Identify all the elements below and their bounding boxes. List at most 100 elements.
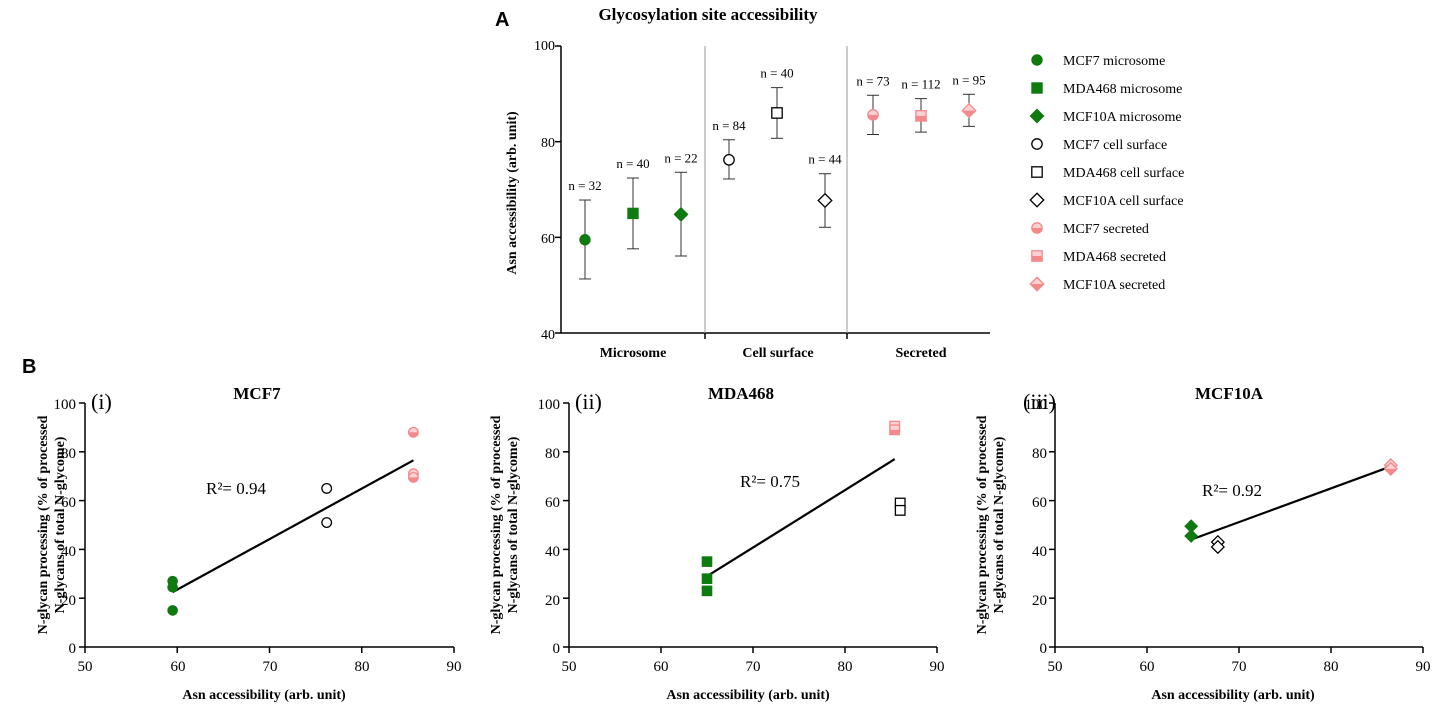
subpanel-i-ylabel-line1: N-glycan processing (% of processed xyxy=(36,415,51,634)
marker-bottom-half xyxy=(915,115,927,122)
subpanel-ii-ytick-label: 60 xyxy=(545,495,560,511)
data-point-diamond xyxy=(1184,529,1199,543)
subpanel-i-xtick-label: 70 xyxy=(263,659,278,675)
panel-a-n-label: n = 44 xyxy=(808,152,842,167)
data-point-diamond xyxy=(1210,539,1225,555)
subpanel-ii-ytick-label: 40 xyxy=(545,544,560,560)
legend-label: MCF10A secreted xyxy=(1063,278,1165,293)
fit-line xyxy=(172,459,414,594)
subpanel-i-xtick-label: 90 xyxy=(447,659,462,675)
panel-a-category-label: Cell surface xyxy=(742,346,813,361)
subpanel-iii-ytick-label: 20 xyxy=(1032,593,1047,609)
legend-marker-square xyxy=(1031,250,1043,262)
subpanel-i-xtick-label: 50 xyxy=(78,659,93,675)
mean-marker-circle xyxy=(867,109,879,121)
subpanel-i-xtick-label: 60 xyxy=(171,659,186,675)
legend-label: MCF10A cell surface xyxy=(1063,194,1184,209)
data-point-circle xyxy=(167,581,178,593)
subpanel-i-ytick-label: 20 xyxy=(61,593,76,609)
subpanel-iii-xtick-label: 50 xyxy=(1048,659,1063,675)
mean-marker-circle xyxy=(579,234,591,246)
subpanel-ii-xtick-label: 70 xyxy=(746,659,761,675)
legend-marker-circle xyxy=(1031,138,1043,150)
legend-label: MDA468 microsome xyxy=(1063,82,1182,97)
legend-label: MCF7 microsome xyxy=(1063,54,1165,69)
subpanel-iii-ytick-label: 60 xyxy=(1032,495,1047,511)
data-point-diamond xyxy=(1383,461,1398,477)
subpanel-ii-title: MDA468 xyxy=(708,384,774,403)
panel-a-ylabel: Asn accessibility (arb. unit) xyxy=(505,111,520,275)
subpanel-iii-ytick-label: 0 xyxy=(1040,641,1048,657)
marker-bottom-half xyxy=(962,110,976,118)
legend-label: MDA468 secreted xyxy=(1063,250,1166,265)
panel-a-n-label: n = 112 xyxy=(901,77,940,92)
legend-marker-diamond xyxy=(1029,276,1045,292)
panel-a-n-label: n = 84 xyxy=(712,118,746,133)
panel-a-n-label: n = 40 xyxy=(760,66,793,81)
subpanel-i-label: (i) xyxy=(91,389,112,414)
subpanel-ii-xtick-label: 60 xyxy=(654,659,669,675)
data-point-circle xyxy=(407,471,419,483)
subpanel-ii-ytick-label: 80 xyxy=(545,446,560,462)
panel-a-n-label: n = 22 xyxy=(664,150,697,165)
data-point-circle xyxy=(407,426,419,438)
subpanel-iii-ytick-label: 80 xyxy=(1032,446,1047,462)
subpanel-ii-ytick-label: 20 xyxy=(545,593,560,609)
data-point-square xyxy=(889,424,901,436)
subpanel-ii-r2: R²= 0.75 xyxy=(740,472,800,491)
mean-marker-diamond xyxy=(961,102,977,119)
subpanel-ii-xtick-label: 80 xyxy=(838,659,853,675)
marker-bottom-half xyxy=(889,429,900,435)
subpanel-i-r2: R²= 0.94 xyxy=(206,479,267,498)
subpanel-i-title: MCF7 xyxy=(233,384,281,403)
mean-marker-square xyxy=(627,207,639,220)
marker-outline xyxy=(407,426,419,438)
subpanel-iii-ylabel-line1: N-glycan processing (% of processed xyxy=(975,415,990,634)
subpanel-i-xlabel: Asn accessibility (arb. unit) xyxy=(182,688,346,703)
chart-marks xyxy=(79,45,1424,653)
subpanel-i-ytick-label: 100 xyxy=(54,397,77,413)
subpanel-ii-label: (ii) xyxy=(575,389,602,414)
panel-a-n-label: n = 40 xyxy=(616,156,649,171)
subpanel-ii-xlabel: Asn accessibility (arb. unit) xyxy=(666,688,830,703)
subpanel-iii-xtick-label: 80 xyxy=(1324,659,1339,675)
subpanel-ii-ylabel-line2: N-glycans of total N-glycome) xyxy=(506,436,521,613)
mean-marker-diamond xyxy=(673,206,689,222)
panel-b-letter: B xyxy=(22,356,36,378)
subpanel-iii-xtick-label: 60 xyxy=(1140,659,1155,675)
legend-marker-circle xyxy=(1031,222,1043,234)
subpanel-iii-ytick-label: 40 xyxy=(1032,544,1047,560)
subpanel-ii-xtick-label: 50 xyxy=(562,659,577,675)
legend-marker-square xyxy=(1031,166,1043,178)
panel-a-n-label: n = 95 xyxy=(952,72,985,87)
panel-a-ytick-label: 100 xyxy=(534,39,555,54)
legend-label: MCF10A microsome xyxy=(1063,110,1182,125)
marker-outline xyxy=(867,109,879,121)
subpanel-ii-ylabel-line1: N-glycan processing (% of processed xyxy=(489,415,504,634)
mean-marker-square xyxy=(915,109,927,122)
marker-outline xyxy=(889,424,901,436)
legend-label: MCF7 cell surface xyxy=(1063,138,1167,153)
marker-outline xyxy=(1383,461,1398,477)
fit-line xyxy=(1190,465,1392,541)
subpanel-ii-ytick-label: 0 xyxy=(553,641,561,657)
mean-marker-circle xyxy=(723,153,735,166)
legend-marker-circle xyxy=(1031,54,1043,66)
subpanel-i-ylabel-line2: N-glycans of total N-glycome) xyxy=(53,436,68,613)
subpanel-iii-ylabel-line2: N-glycans of total N-glycome) xyxy=(992,436,1007,613)
subpanel-i-ytick-label: 80 xyxy=(61,446,76,462)
subpanel-iii-title: MCF10A xyxy=(1195,384,1264,403)
marker-outline xyxy=(407,471,419,483)
data-point-circle xyxy=(321,517,333,529)
data-point-square xyxy=(894,504,906,516)
subpanel-iii-label: (iii) xyxy=(1023,389,1056,414)
legend-label: MDA468 cell surface xyxy=(1063,166,1184,181)
subpanel-iii-xlabel: Asn accessibility (arb. unit) xyxy=(1151,688,1315,703)
data-point-square xyxy=(701,585,713,597)
legend-marker-diamond xyxy=(1029,192,1045,208)
panel-a-category-label: Microsome xyxy=(600,346,667,361)
panel-a-letter: A xyxy=(495,9,509,31)
marker-bottom-half xyxy=(1030,284,1044,291)
subpanel-ii-ytick-label: 100 xyxy=(538,397,561,413)
